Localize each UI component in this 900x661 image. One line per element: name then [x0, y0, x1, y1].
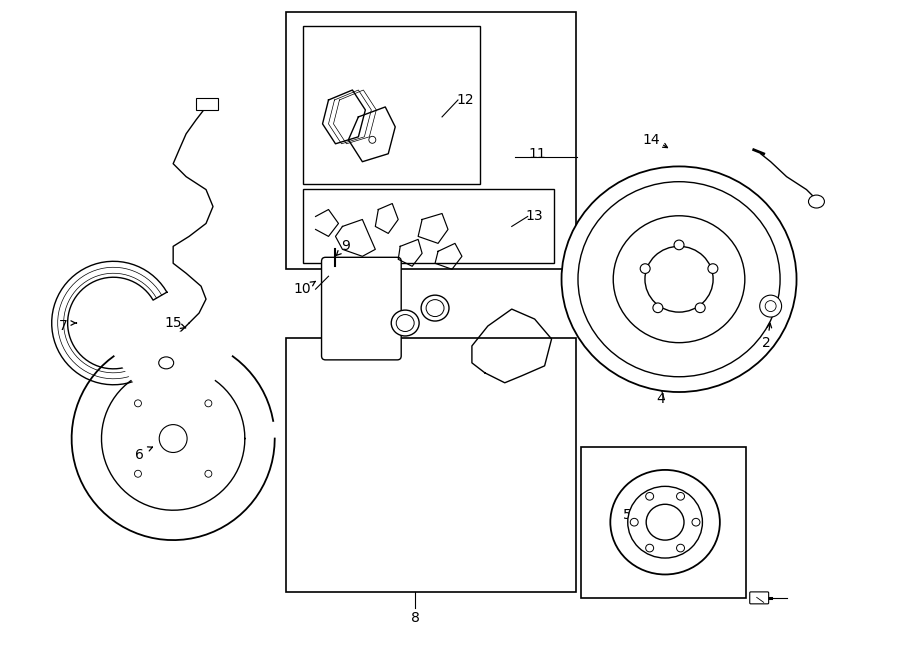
- Text: 4: 4: [657, 392, 665, 406]
- Ellipse shape: [677, 544, 685, 552]
- Ellipse shape: [205, 470, 212, 477]
- Ellipse shape: [692, 518, 700, 526]
- Ellipse shape: [646, 504, 684, 540]
- Ellipse shape: [630, 518, 638, 526]
- Text: 9: 9: [341, 239, 350, 253]
- Ellipse shape: [134, 400, 141, 407]
- Text: 11: 11: [529, 147, 546, 161]
- Text: 8: 8: [410, 611, 419, 625]
- Text: 2: 2: [762, 336, 771, 350]
- Bar: [302, 188, 554, 263]
- Ellipse shape: [677, 492, 685, 500]
- FancyBboxPatch shape: [321, 257, 401, 360]
- Ellipse shape: [765, 301, 776, 311]
- Text: 1: 1: [583, 269, 592, 283]
- Text: 15: 15: [165, 316, 182, 330]
- Bar: [285, 338, 577, 592]
- Ellipse shape: [578, 182, 780, 377]
- Bar: [581, 447, 746, 598]
- Ellipse shape: [562, 167, 796, 392]
- Bar: [285, 13, 577, 269]
- Bar: [302, 26, 480, 184]
- Text: 12: 12: [456, 93, 473, 107]
- Text: 3: 3: [756, 591, 765, 605]
- Ellipse shape: [760, 295, 781, 317]
- Ellipse shape: [645, 544, 653, 552]
- FancyBboxPatch shape: [750, 592, 769, 604]
- Ellipse shape: [159, 424, 187, 453]
- Ellipse shape: [610, 470, 720, 574]
- Text: 10: 10: [293, 282, 311, 296]
- Ellipse shape: [369, 136, 376, 143]
- Text: 6: 6: [135, 448, 144, 463]
- Ellipse shape: [396, 315, 414, 332]
- Ellipse shape: [613, 215, 745, 342]
- Ellipse shape: [645, 492, 653, 500]
- Ellipse shape: [808, 195, 824, 208]
- Ellipse shape: [158, 357, 174, 369]
- Ellipse shape: [134, 470, 141, 477]
- Text: 13: 13: [526, 210, 544, 223]
- Ellipse shape: [695, 303, 706, 313]
- Ellipse shape: [627, 486, 702, 558]
- Wedge shape: [112, 332, 234, 384]
- Ellipse shape: [708, 264, 718, 274]
- Ellipse shape: [421, 295, 449, 321]
- Text: 7: 7: [59, 319, 68, 333]
- Ellipse shape: [426, 299, 444, 317]
- Ellipse shape: [205, 400, 212, 407]
- Ellipse shape: [392, 310, 419, 336]
- Text: 14: 14: [643, 133, 660, 147]
- Ellipse shape: [645, 247, 713, 312]
- Ellipse shape: [640, 264, 650, 274]
- Ellipse shape: [652, 303, 663, 313]
- Text: 5: 5: [623, 508, 632, 522]
- Ellipse shape: [674, 240, 684, 250]
- Bar: [196, 98, 218, 110]
